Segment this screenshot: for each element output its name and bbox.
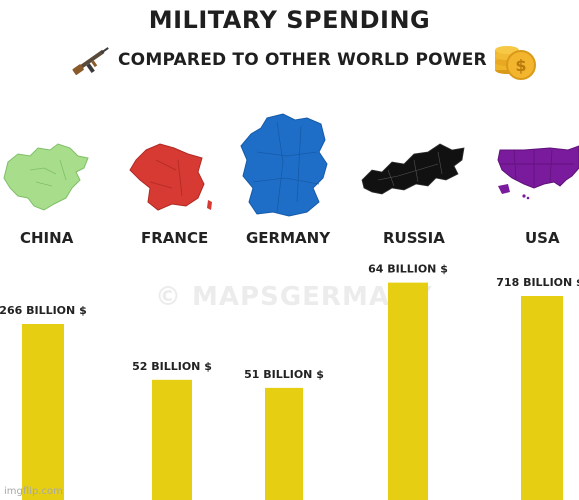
category-label-germany: GERMANY <box>246 229 331 247</box>
category-label-france: FRANCE <box>141 229 209 247</box>
bar-china <box>22 324 64 500</box>
bar-france <box>152 379 192 500</box>
russia-map <box>361 143 465 195</box>
data-label-france: 52 BILLION $ <box>132 360 212 373</box>
category-label-usa: USA <box>525 229 560 247</box>
chart-subtitle: COMPARED TO OTHER WORLD POWER <box>118 50 487 70</box>
data-label-russia: 64 BILLION $ <box>368 263 448 276</box>
usa-map <box>497 145 579 200</box>
bar-russia <box>388 282 428 500</box>
category-label-russia: RUSSIA <box>383 229 445 247</box>
data-label-china: 266 BILLION $ <box>0 304 87 317</box>
data-label-germany: 51 BILLION $ <box>244 368 324 381</box>
chart-title: MILITARY SPENDING <box>148 6 431 34</box>
data-label-usa: 718 BILLION $ <box>496 276 579 289</box>
germany-map <box>240 113 328 217</box>
france-map <box>129 143 212 211</box>
rifle-icon <box>72 47 109 75</box>
bar-usa <box>521 296 563 500</box>
gold-coins-icon: $ <box>495 46 536 80</box>
bar-germany <box>265 387 303 500</box>
watermark: © MAPSGERMANY <box>155 282 433 312</box>
svg-text:$: $ <box>515 56 526 75</box>
imgflip-footer: imgflip.com <box>4 486 63 497</box>
category-label-china: CHINA <box>20 229 74 247</box>
china-map <box>3 143 89 211</box>
